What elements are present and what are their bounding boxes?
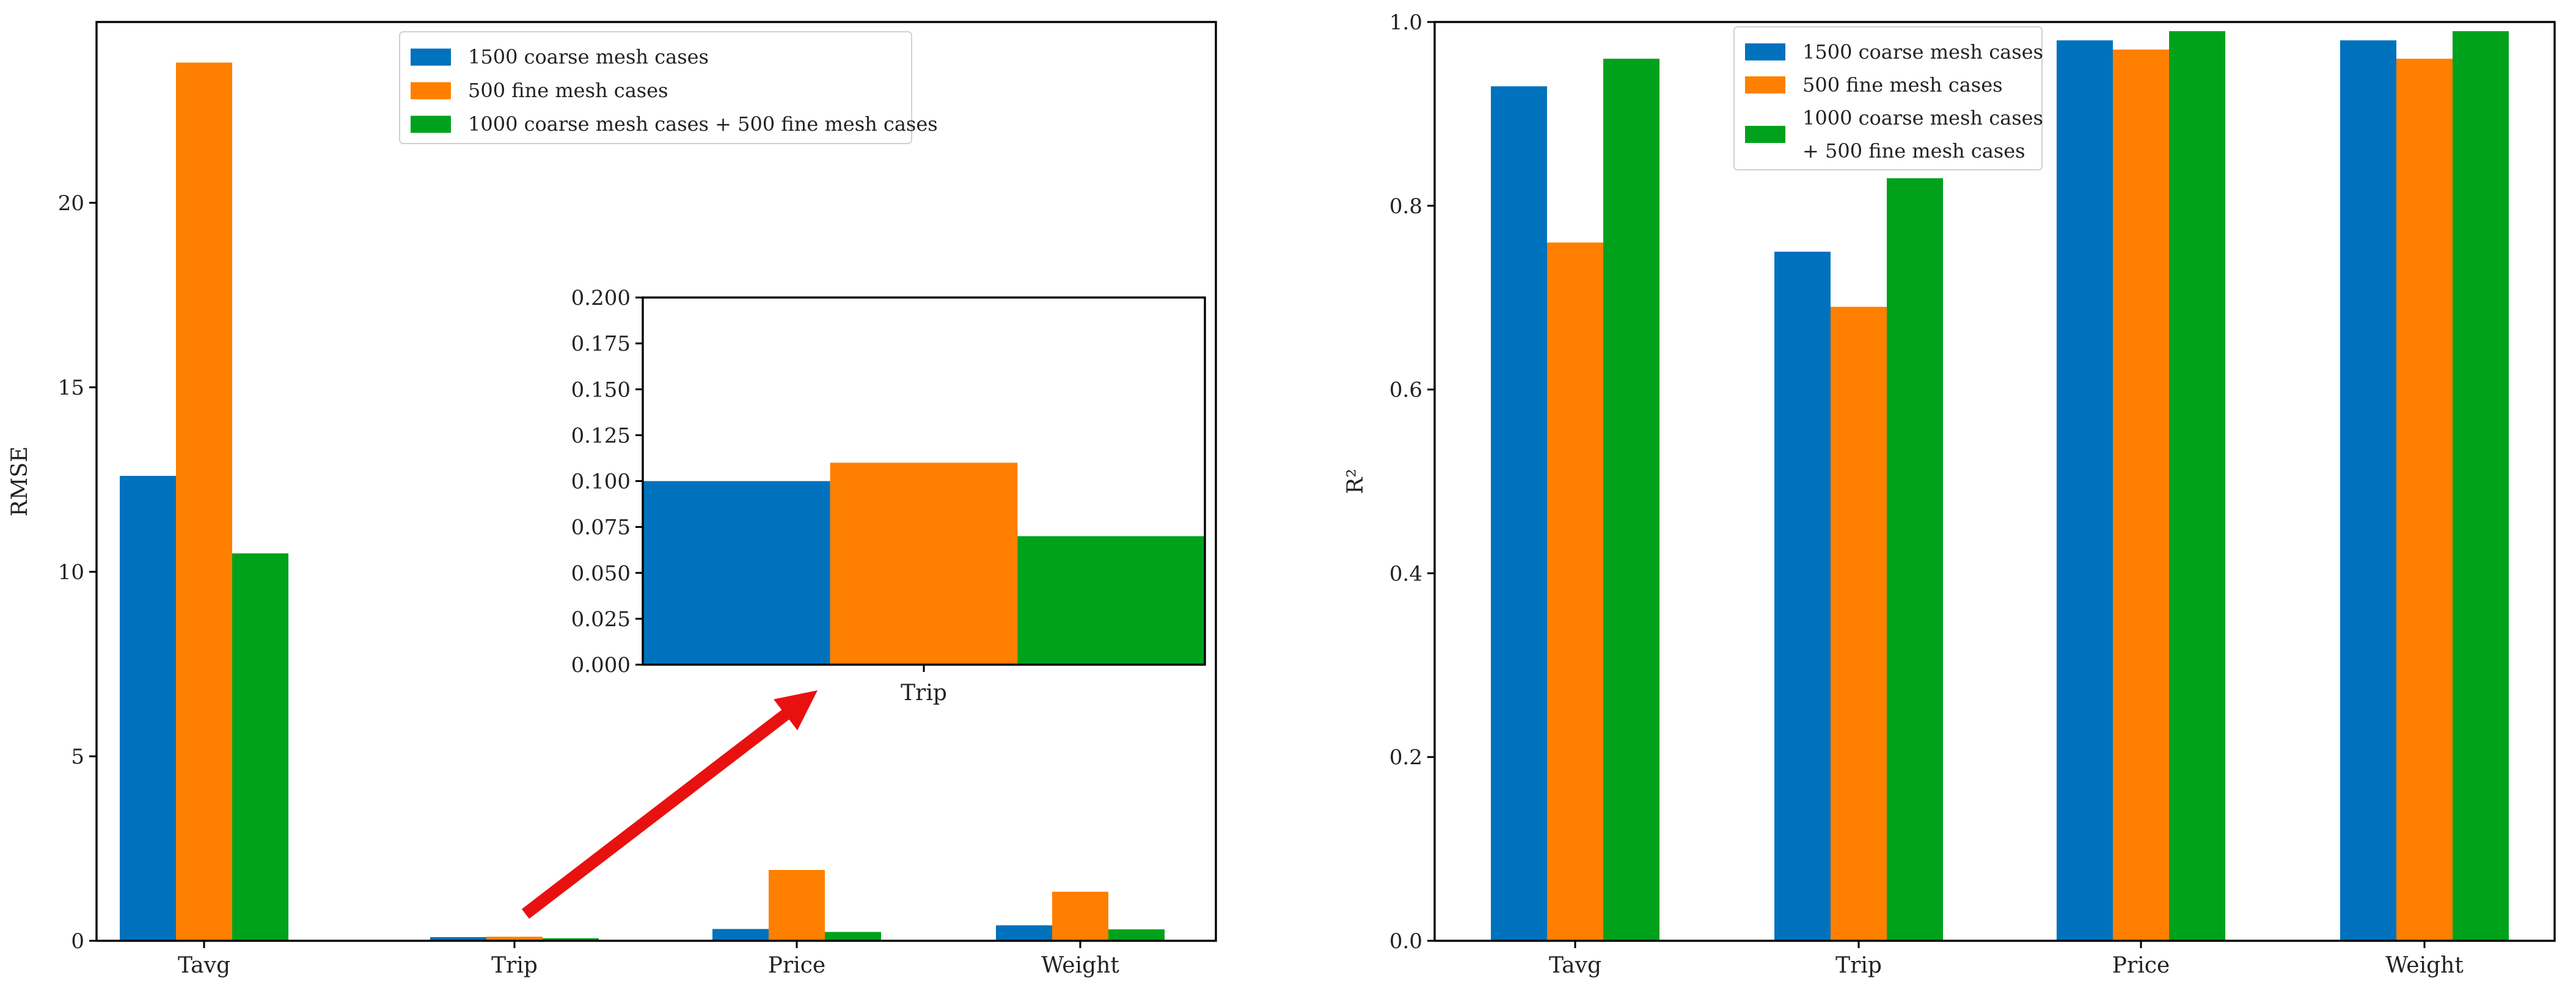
inset-y-tick-label: 0.175 — [571, 332, 631, 356]
bar-price-series-2 — [769, 870, 825, 941]
rmse-chart: Tavg Trip Price Weight 0 5 10 15 20 RMSE 1500 coar… — [7, 21, 1217, 978]
legend-label-series-1: 1500 coarse mesh cases — [468, 45, 709, 68]
y-tick-label: 1.0 — [1389, 10, 1422, 35]
bar-tavg-series-3 — [232, 553, 288, 941]
bar-trip-series-1 — [1774, 252, 1831, 941]
bar-trip-series-1 — [430, 937, 486, 941]
bar-weight-series-3 — [1108, 929, 1165, 941]
y-tick-label: 0 — [71, 929, 84, 954]
zoom-arrow-head — [774, 690, 818, 731]
legend-swatch-series-2 — [411, 82, 451, 100]
x-tick-label: Price — [2112, 953, 2170, 978]
axes-frame — [95, 21, 1217, 942]
legend-label-series-3: 1000 coarse mesh cases — [1802, 106, 2043, 130]
bar-tavg-series-3 — [1603, 59, 1659, 941]
bar-price-series-1 — [712, 929, 769, 941]
legend-swatch-series-3 — [411, 115, 451, 133]
y-axis-label: RMSE — [7, 447, 32, 517]
legend-box — [1733, 26, 2043, 170]
legend-swatch-series-1 — [411, 48, 451, 66]
bar-weight-series-2 — [2396, 59, 2453, 941]
legend-swatch-series-3 — [1745, 126, 1785, 143]
legend-label-series-2: 500 fine mesh cases — [1802, 73, 2003, 97]
r2-chart: Tavg Trip Price Weight 0.0 0.2 0.4 0.6 0.8 1.0 R² 1… — [1343, 10, 2556, 978]
axes-frame — [1433, 21, 2556, 942]
inset-y-tick-label: 0.025 — [571, 607, 631, 632]
inset-y-tick-label: 0.150 — [571, 378, 631, 402]
inset-bar-trip-series-2 — [830, 462, 1018, 665]
y-tick-label: 0.6 — [1389, 378, 1422, 403]
bar-price-series-2 — [2113, 49, 2169, 941]
bar-trip-series-2 — [1831, 307, 1887, 941]
inset-y-tick-label: 0.075 — [571, 516, 631, 540]
x-tick-label: Trip — [1835, 953, 1882, 978]
y-axis-label: R² — [1343, 469, 1368, 494]
bar-weight-series-1 — [996, 925, 1052, 941]
inset-y-tick-label: 0.100 — [571, 470, 631, 494]
inset-frame — [642, 296, 1206, 666]
bar-weight-series-1 — [2340, 40, 2396, 941]
legend-swatch-series-2 — [1745, 76, 1785, 93]
inset-bar-trip-series-3 — [1017, 536, 1205, 665]
x-tick-label: Price — [768, 953, 825, 978]
y-tick-label: 5 — [71, 745, 84, 769]
y-tick-label: 0.0 — [1389, 929, 1422, 954]
legend-box — [399, 31, 912, 144]
legend-label-series-3: 1000 coarse mesh cases + 500 fine mesh c… — [468, 112, 938, 136]
x-tick-label: Weight — [2385, 953, 2464, 978]
y-tick-label: 10 — [58, 560, 84, 585]
zoom-arrow-shaft — [521, 698, 805, 919]
inset-x-tick-label: Trip — [901, 681, 947, 706]
legend-swatch-series-1 — [1745, 43, 1785, 60]
x-tick-label: Tavg — [1549, 953, 1601, 978]
y-tick-label: 20 — [58, 191, 84, 216]
bar-tavg-series-2 — [176, 62, 232, 941]
inset-chart: 0.000 0.025 0.050 0.075 0.100 0.125 0.150 0.175… — [571, 286, 1206, 706]
legend-label-series-3: + 500 fine mesh cases — [1802, 139, 2025, 163]
bar-weight-series-3 — [2453, 31, 2509, 941]
bar-tavg-series-1 — [120, 475, 176, 941]
inset-bar-trip-series-1 — [643, 481, 830, 665]
bar-tavg-series-1 — [1491, 86, 1547, 941]
bar-weight-series-2 — [1052, 891, 1108, 941]
y-tick-label: 0.8 — [1389, 194, 1422, 219]
inset-y-tick-label: 0.125 — [571, 423, 631, 448]
inset-y-tick-label: 0.200 — [571, 286, 631, 310]
inset-y-tick-label: 0.050 — [571, 561, 631, 586]
bar-trip-series-3 — [1887, 178, 1943, 941]
inset-y-tick-label: 0.000 — [571, 653, 631, 677]
bar-price-series-1 — [2057, 40, 2113, 941]
bar-trip-series-3 — [543, 938, 599, 941]
bar-price-series-3 — [2169, 31, 2225, 941]
x-tick-label: Trip — [491, 953, 538, 978]
bar-tavg-series-2 — [1547, 242, 1603, 941]
y-tick-label: 15 — [58, 376, 84, 400]
bar-price-series-3 — [825, 932, 881, 941]
y-tick-label: 0.4 — [1389, 561, 1422, 586]
legend-label-series-1: 1500 coarse mesh cases — [1802, 40, 2043, 64]
x-tick-label: Weight — [1041, 953, 1119, 978]
y-tick-label: 0.2 — [1389, 745, 1422, 770]
legend-label-series-2: 500 fine mesh cases — [468, 79, 668, 102]
x-tick-label: Tavg — [178, 953, 230, 978]
bar-trip-series-2 — [486, 937, 543, 941]
